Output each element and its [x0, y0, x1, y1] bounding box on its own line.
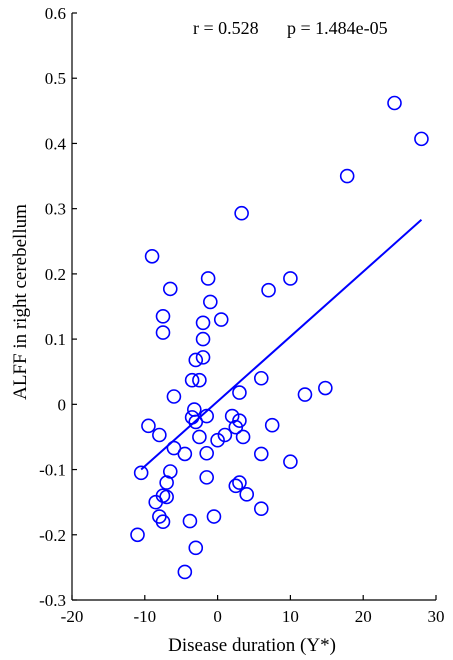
- x-tick-label: 0: [213, 607, 222, 626]
- data-point: [192, 429, 207, 445]
- y-tick-label: 0.1: [45, 330, 66, 349]
- data-point: [148, 494, 164, 510]
- data-point: [213, 312, 229, 327]
- x-tick-label: -20: [61, 607, 84, 626]
- data-point: [159, 475, 174, 490]
- data-point: [203, 294, 218, 310]
- data-point: [232, 413, 247, 428]
- data-point: [195, 331, 211, 347]
- x-tick-label: 10: [282, 607, 299, 626]
- data-point: [234, 205, 249, 221]
- data-point: [130, 527, 145, 543]
- x-axis-title: Disease duration (Y*): [168, 635, 336, 656]
- data-point: [199, 470, 214, 485]
- data-point: [228, 478, 244, 494]
- data-point: [133, 465, 149, 481]
- data-point: [192, 372, 207, 388]
- r-annotation: r = 0.528: [193, 18, 259, 38]
- data-point: [195, 315, 211, 331]
- data-point: [339, 168, 355, 184]
- y-tick-label: 0.4: [45, 134, 67, 153]
- axes: -20 -10 0 10 20 30 -0.3 -0.2 -0.1 0 0.1 0.2 0.3 0.4 0.…: [39, 4, 444, 626]
- y-tick-label: 0.6: [45, 4, 66, 23]
- data-point: [261, 282, 276, 298]
- data-point: [217, 427, 233, 443]
- data-point: [206, 509, 222, 524]
- data-point: [141, 418, 156, 434]
- y-tick-label: 0.5: [45, 69, 66, 88]
- data-point: [318, 380, 333, 396]
- data-point: [188, 540, 204, 556]
- data-point: [152, 427, 167, 443]
- y-tick-label: 0: [58, 395, 67, 414]
- x-tick-label: 20: [355, 607, 372, 626]
- p-annotation: p = 1.484e-05: [287, 18, 388, 38]
- data-point: [177, 564, 193, 580]
- data-point: [155, 325, 171, 340]
- x-tick-label: -10: [133, 607, 156, 626]
- data-point: [155, 308, 171, 324]
- data-point: [239, 487, 255, 502]
- regression-line: [140, 219, 423, 471]
- data-point: [387, 95, 402, 111]
- x-tick-label: 30: [428, 607, 445, 626]
- data-points: [130, 95, 429, 580]
- data-point: [187, 402, 202, 417]
- data-point: [235, 429, 251, 445]
- y-tick-label: 0.3: [45, 200, 66, 219]
- data-point: [182, 513, 198, 529]
- data-point: [232, 475, 247, 490]
- data-point: [232, 385, 247, 400]
- regression-line-group: [140, 219, 423, 471]
- data-point: [283, 454, 298, 470]
- data-point: [253, 446, 269, 462]
- data-point: [188, 352, 204, 368]
- y-axis-title: ALFF in right cerebellum: [10, 204, 31, 400]
- data-point: [184, 372, 200, 388]
- data-point: [253, 501, 269, 516]
- y-tick-label: -0.1: [39, 461, 66, 480]
- data-point: [264, 417, 280, 433]
- data-point: [414, 131, 429, 147]
- data-point: [162, 281, 178, 297]
- data-point: [144, 248, 160, 264]
- data-point: [188, 414, 204, 430]
- data-point: [195, 350, 211, 365]
- data-point: [166, 389, 182, 404]
- data-point: [177, 446, 193, 462]
- y-tick-label: -0.3: [39, 591, 66, 610]
- y-tick-label: 0.2: [45, 265, 66, 284]
- data-point: [210, 432, 225, 448]
- data-point: [253, 370, 269, 386]
- y-tick-label: -0.2: [39, 526, 66, 545]
- data-point: [297, 387, 313, 402]
- data-point: [199, 445, 214, 461]
- data-point: [155, 514, 171, 530]
- data-point: [283, 271, 298, 286]
- data-point: [200, 271, 216, 286]
